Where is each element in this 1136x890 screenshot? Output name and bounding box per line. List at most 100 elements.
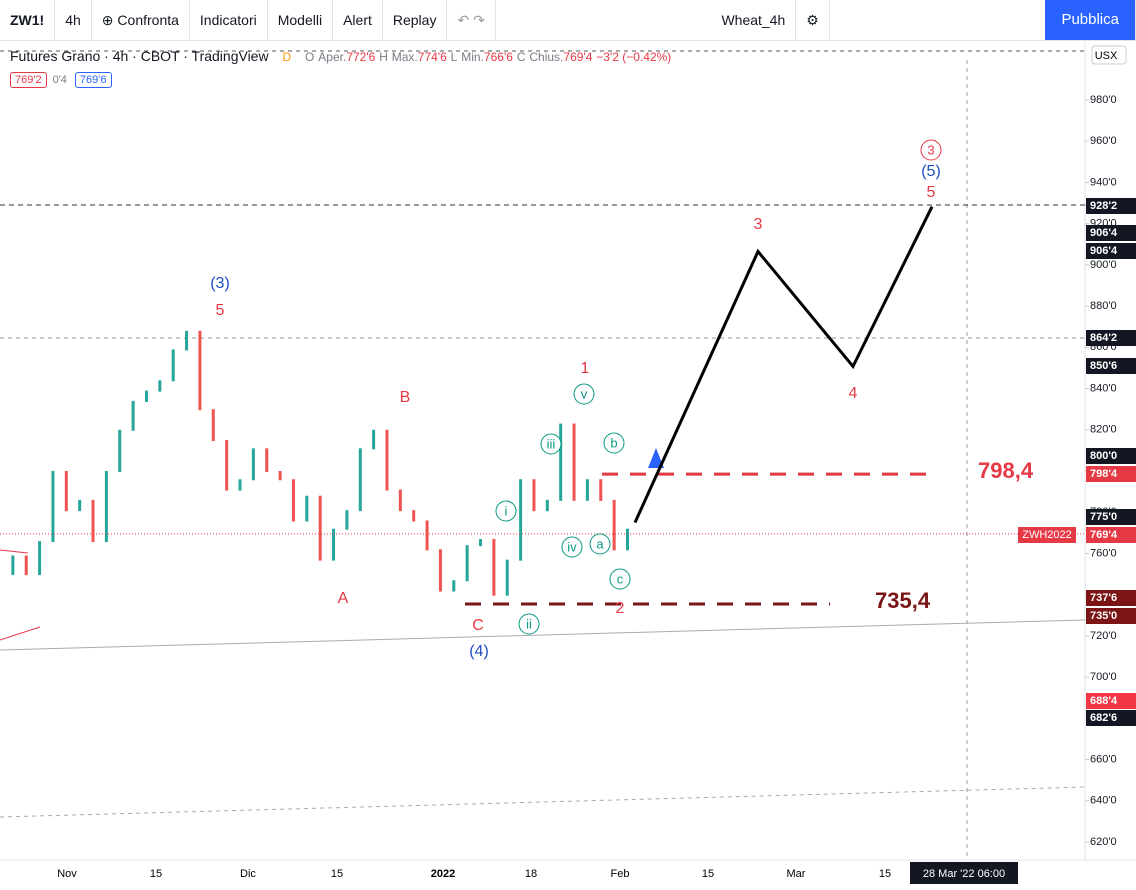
wave-label: 4 — [849, 385, 858, 402]
ask: 769'6 — [74, 72, 112, 88]
y-tick-label: 780'0 — [1090, 506, 1117, 518]
x-tick-label: 15 — [879, 868, 891, 880]
price-label-box — [1086, 330, 1136, 346]
interval[interactable]: 4h — [55, 0, 92, 40]
symbol-box — [1018, 527, 1076, 543]
price-label-box — [1086, 198, 1136, 214]
price-label-box — [1086, 509, 1136, 525]
wave-circle — [603, 432, 625, 454]
price-bar — [599, 479, 603, 501]
price-bar — [198, 330, 202, 411]
price-bar — [64, 471, 68, 512]
price-label-box — [1086, 466, 1136, 482]
trendline — [0, 786, 1086, 818]
y-tick-label: 880'0 — [1090, 300, 1117, 312]
undo[interactable]: ↶ ↷ — [447, 0, 496, 40]
price-label: 775'0 — [1090, 511, 1117, 523]
compare[interactable]: ⊕ Confronta — [92, 0, 190, 40]
time-box — [910, 862, 1018, 884]
price-bar — [412, 510, 416, 522]
legend-title: Futures Grano · 4h · CBOT · TradingView — [10, 48, 269, 64]
l-val: 766'6 — [483, 50, 513, 64]
price-bar — [91, 499, 95, 543]
wave-label: 5 — [216, 302, 225, 319]
y-tick-label: 620'0 — [1090, 836, 1117, 848]
price-bar — [559, 423, 563, 501]
h-val: 774'6 — [417, 50, 447, 64]
price-label: 769'4 — [1090, 529, 1118, 541]
y-tick-label: 680'0 — [1090, 712, 1117, 724]
o: O — [305, 50, 315, 64]
price-label-box — [1086, 608, 1136, 624]
price-label-box — [1086, 590, 1136, 606]
price-bar — [225, 440, 229, 491]
price-bar — [479, 539, 483, 547]
layout[interactable]: Wheat_4h — [711, 0, 797, 40]
alert[interactable]: Alert — [333, 0, 383, 40]
wave-circle — [540, 433, 562, 455]
level-label: 735,4 — [875, 588, 931, 613]
indicators[interactable]: Indicatori — [190, 0, 268, 40]
wave-label: a — [596, 536, 604, 551]
change: −3'2 (−0.42%) — [596, 50, 672, 64]
price-bar — [465, 545, 469, 582]
wave-circle — [573, 383, 595, 405]
wave-circle — [920, 139, 942, 161]
price-label: 906'4 — [1090, 245, 1118, 257]
replay[interactable]: Replay — [383, 0, 448, 40]
price-label: 737'6 — [1090, 592, 1117, 604]
wave-label: A — [338, 590, 349, 607]
compare-text: Confronta — [117, 12, 179, 28]
c-val: 769'4 — [563, 50, 593, 64]
x-tick-label: Feb — [611, 868, 630, 880]
level-label: 798,4 — [978, 458, 1034, 483]
price-bar — [185, 330, 189, 351]
wave-circle — [518, 613, 540, 635]
price-bar — [38, 541, 42, 576]
wave-label: C — [472, 617, 484, 634]
price-label-box — [1086, 448, 1136, 464]
symbol[interactable]: ZW1! — [0, 0, 56, 40]
price-label: 906'4 — [1090, 227, 1118, 239]
currency: USX — [1095, 50, 1118, 62]
price-bar — [585, 479, 589, 501]
wave-label: 3 — [927, 142, 934, 157]
x-tick-label: 15 — [150, 868, 162, 880]
y-tick-label: 960'0 — [1090, 135, 1117, 147]
price-label-box — [1086, 243, 1136, 259]
y-tick-label: 720'0 — [1090, 630, 1117, 642]
x-tick-label: 15 — [331, 868, 343, 880]
price-bar — [51, 471, 55, 543]
x-tick-label: Mar — [787, 868, 806, 880]
price-label-box — [1086, 710, 1136, 726]
wave-label: i — [505, 503, 508, 518]
price-bar — [572, 423, 576, 501]
settings[interactable]: ⚙ — [796, 0, 830, 40]
templates[interactable]: Modelli — [268, 0, 334, 40]
price-label: 850'6 — [1090, 360, 1117, 372]
price-bar — [438, 549, 442, 592]
x-tick-label: Dic — [240, 868, 256, 880]
h: H — [379, 50, 388, 64]
price-bar — [104, 471, 108, 543]
h-name: Max. — [391, 50, 418, 64]
price-label: 864'2 — [1090, 332, 1117, 344]
y-tick-label: 760'0 — [1090, 547, 1117, 559]
currency-box[interactable] — [1091, 45, 1127, 65]
price-bar — [385, 429, 389, 491]
y-tick-label: 920'0 — [1090, 218, 1117, 230]
projection — [633, 205, 934, 524]
price-bar — [131, 400, 135, 431]
y-tick-label: 900'0 — [1090, 259, 1117, 271]
wave-label: c — [617, 571, 624, 586]
price-bar — [372, 429, 376, 450]
y-tick-label: 840'0 — [1090, 382, 1117, 394]
spread: 0'4 — [52, 74, 67, 86]
wave-circle — [561, 536, 583, 558]
x-tick-label: 15 — [702, 868, 714, 880]
price-label: 735'0 — [1090, 610, 1117, 622]
x-tick-label: Nov — [57, 868, 77, 880]
publish[interactable]: Pubblica — [1045, 0, 1136, 40]
